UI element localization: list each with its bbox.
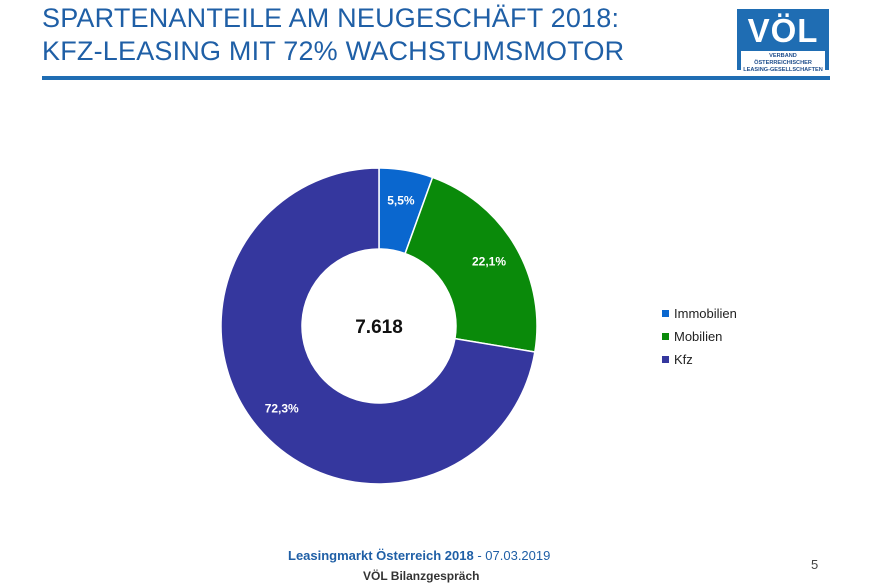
page-number: 5	[811, 557, 819, 572]
donut-center-total: 7.618	[355, 317, 403, 338]
logo-subtitle-line-2: LEASING-GESELLSCHAFTEN	[743, 67, 823, 73]
legend-item-immobilien: Immobilien	[662, 305, 737, 328]
data-label-immobilien: 5,5%	[387, 193, 415, 207]
slide-title-line-2: KFZ-LEASING MIT 72% WACHSTUMSMOTOR	[42, 36, 625, 66]
footer-title: Leasingmarkt Österreich 2018	[288, 548, 474, 563]
logo-subtitle: VERBAND ÖSTERREICHISCHER LEASING-GESELLS…	[741, 51, 825, 76]
footer-subtitle: VÖL Bilanzgespräch	[363, 569, 480, 583]
voel-logo: VÖL VERBAND ÖSTERREICHISCHER LEASING-GES…	[737, 9, 829, 76]
legend-label: Immobilien	[674, 306, 737, 321]
legend-label: Mobilien	[674, 329, 723, 344]
title-divider	[42, 76, 830, 80]
legend-label: Kfz	[674, 352, 693, 367]
donut-slice-kfz	[220, 167, 536, 485]
legend-item-kfz: Kfz	[662, 351, 737, 374]
data-label-mobilien: 22,1%	[472, 255, 506, 269]
legend-swatch	[662, 333, 669, 341]
slide-title: SPARTENANTEILE AM NEUGESCHÄFT 2018: KFZ-…	[42, 2, 624, 68]
footer-date: - 07.03.2019	[477, 548, 551, 563]
donut-slice-mobilien	[404, 176, 538, 353]
data-label-kfz: 72,3%	[265, 401, 299, 415]
logo-subtitle-line-1: VERBAND ÖSTERREICHISCHER	[754, 53, 812, 66]
footer: Leasingmarkt Österreich 2018 - 07.03.201…	[288, 548, 550, 563]
legend-swatch	[662, 356, 669, 364]
legend-item-mobilien: Mobilien	[662, 328, 737, 351]
legend-swatch	[662, 310, 669, 318]
logo-mark: VÖL	[747, 12, 819, 49]
chart-legend: Immobilien Mobilien Kfz	[662, 305, 737, 374]
slide-title-line-1: SPARTENANTEILE AM NEUGESCHÄFT 2018:	[42, 3, 620, 33]
